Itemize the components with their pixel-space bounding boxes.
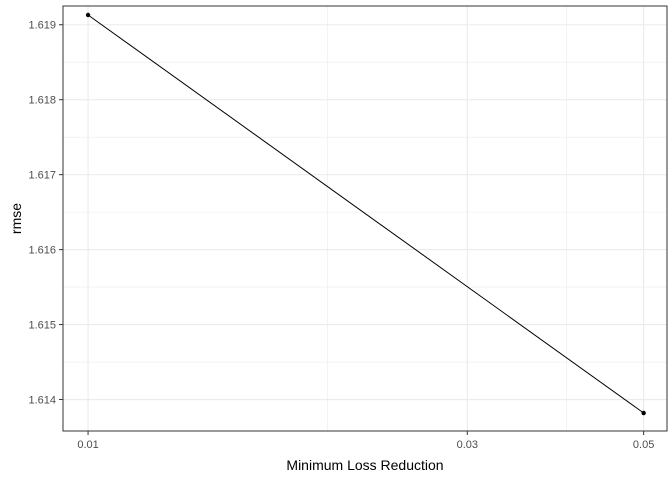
y-tick-label: 1.618	[28, 95, 56, 107]
y-tick-label: 1.614	[28, 395, 56, 407]
x-tick-label: 0.01	[77, 439, 98, 451]
x-tick-label: 0.03	[457, 439, 478, 451]
series-layer	[85, 12, 646, 416]
y-axis-title: rmse	[8, 203, 24, 234]
minor-gridlines	[63, 6, 667, 431]
y-tick-label: 1.617	[28, 170, 56, 182]
y-tick-label: 1.619	[28, 20, 56, 32]
x-axis-title: Minimum Loss Reduction	[286, 457, 443, 473]
y-tick-label: 1.616	[28, 245, 56, 257]
x-tick-label: 0.05	[633, 439, 654, 451]
y-tick-label: 1.615	[28, 320, 56, 332]
plot-panel-border	[62, 5, 668, 432]
data-point	[641, 410, 646, 416]
y-axis: 1.614 1.615 1.616 1.617 1.618 1.619	[28, 20, 63, 407]
major-gridlines	[63, 6, 667, 431]
plot-panel-background	[63, 6, 667, 431]
series-line	[87, 14, 644, 414]
data-point	[85, 12, 91, 18]
x-axis: 0.01 0.03 0.05	[77, 431, 654, 451]
